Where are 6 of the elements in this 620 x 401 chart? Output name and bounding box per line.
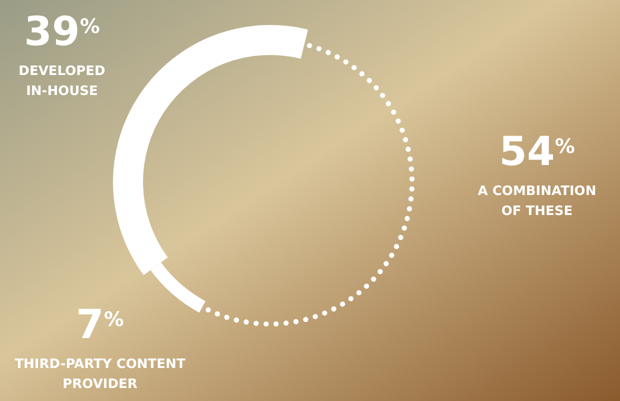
slice-label: THIRD-PARTY CONTENT PROVIDER bbox=[14, 357, 186, 392]
data-label: 7$^{%}$ bbox=[76, 302, 124, 348]
data-label: 39$^{%}$ bbox=[24, 9, 100, 55]
slice-label: A COMBINATION OF THESE bbox=[478, 184, 596, 219]
data-label: 54$^{%}$ bbox=[499, 129, 575, 175]
slice-label: DEVELOPED IN-HOUSE bbox=[18, 64, 106, 99]
